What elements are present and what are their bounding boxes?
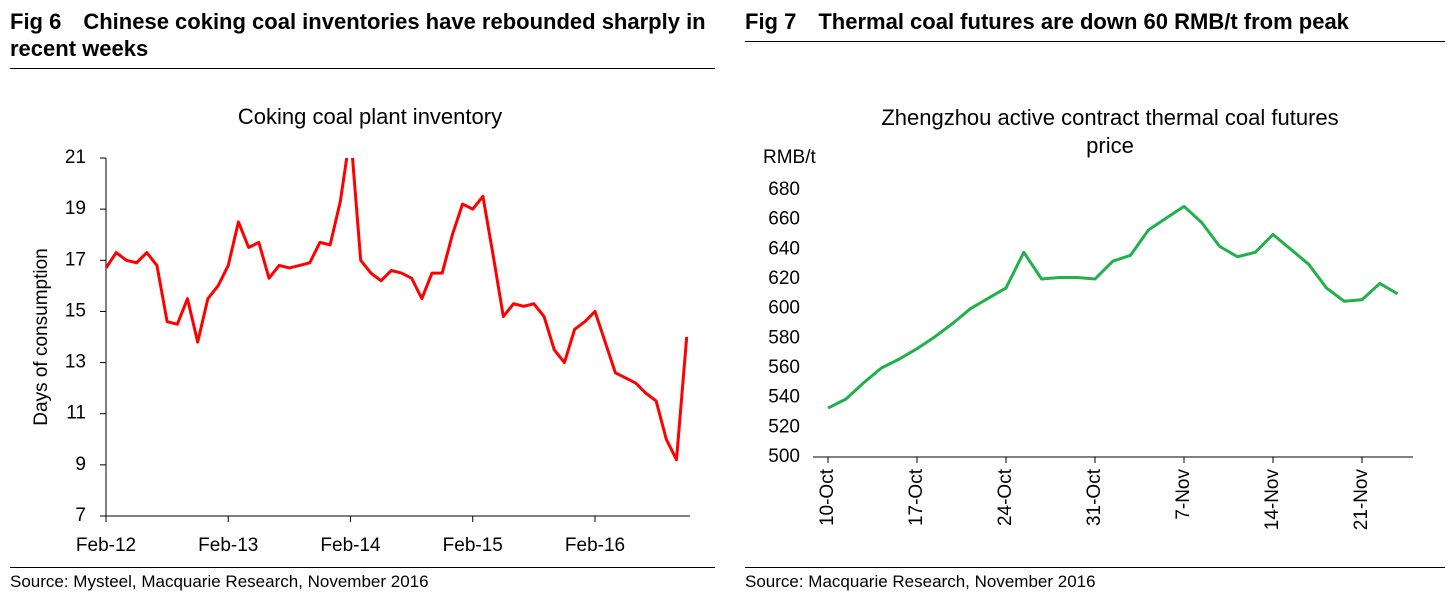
y-tick-label: 13 (65, 352, 86, 373)
x-tick-label: Feb-12 (76, 535, 136, 556)
y-tick-label: 500 (768, 446, 800, 467)
line-series (104, 158, 689, 462)
x-tick-label: 10-Oct (817, 468, 838, 526)
y-axis-label: RMB/t (763, 147, 817, 168)
y-tick-label: 640 (768, 238, 800, 259)
fig-number: Fig 6 (10, 9, 62, 34)
line-series (827, 204, 1399, 410)
y-tick-label: 7 (75, 505, 86, 526)
y-tick-label: 600 (768, 298, 800, 319)
y-tick-label: 17 (65, 249, 86, 270)
y-tick-label: 680 (768, 179, 800, 200)
y-tick-label: 15 (65, 300, 86, 321)
y-tick-label: 580 (768, 327, 800, 348)
y-tick-label: 9 (75, 454, 86, 475)
x-tick-label: 31-Oct (1084, 468, 1105, 526)
heading: Fig 6 Chinese coking coal inventories hav… (10, 8, 715, 69)
heading: Fig 7 Thermal coal futures are down 60 RM… (745, 8, 1445, 42)
y-tick-label: 21 (65, 147, 86, 168)
y-tick-label: 660 (768, 209, 800, 230)
source: Source: Macquarie Research, November 201… (745, 567, 1445, 592)
y-tick-label: 520 (768, 416, 800, 437)
x-tick-label: 7-Nov (1173, 469, 1194, 520)
chart-title: Zhengzhou active contract thermal coal f… (881, 105, 1339, 158)
x-tick-label: 14-Nov (1262, 469, 1283, 531)
x-tick-label: Feb-14 (320, 535, 381, 556)
heading-text: Chinese coking coal inventories have reb… (10, 9, 706, 61)
y-tick-label: 560 (768, 357, 800, 378)
x-tick-label: Feb-15 (443, 535, 503, 556)
source: Source: Mysteel, Macquarie Research, Nov… (10, 567, 715, 592)
y-tick-label: 11 (66, 403, 86, 424)
fig-number: Fig 7 (745, 9, 797, 34)
y-tick-label: 620 (768, 268, 800, 289)
x-tick-label: Feb-13 (198, 535, 258, 556)
x-tick-label: 21-Nov (1351, 469, 1372, 531)
x-tick-label: Feb-16 (565, 535, 625, 556)
x-tick-label: 24-Oct (995, 468, 1016, 526)
heading-text: Thermal coal futures are down 60 RMB/t f… (818, 9, 1349, 34)
y-tick-label: 540 (768, 387, 800, 408)
y-axis-label: Days of consumption (31, 248, 52, 425)
y-tick-label: 19 (65, 198, 86, 219)
chart-title: Coking coal plant inventory (237, 104, 503, 129)
x-tick-label: 17-Oct (906, 468, 927, 526)
